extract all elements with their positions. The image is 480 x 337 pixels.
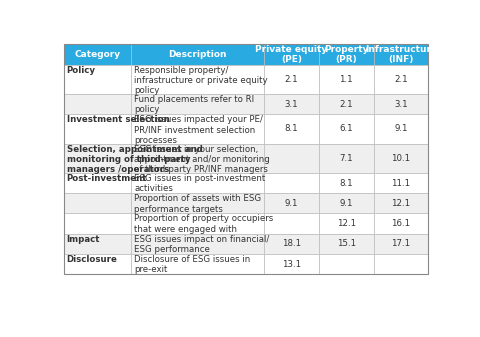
Bar bbox=[264, 173, 319, 193]
Bar bbox=[264, 65, 319, 94]
Bar bbox=[64, 234, 131, 254]
Bar bbox=[131, 254, 264, 274]
Text: 9.1: 9.1 bbox=[339, 199, 353, 208]
Text: 11.1: 11.1 bbox=[391, 179, 410, 187]
Text: Description: Description bbox=[168, 50, 227, 59]
Bar bbox=[131, 234, 264, 254]
Text: Disclosure: Disclosure bbox=[67, 255, 118, 264]
Bar bbox=[64, 213, 131, 234]
Bar bbox=[64, 44, 131, 65]
Text: 15.1: 15.1 bbox=[336, 239, 356, 248]
Bar bbox=[131, 65, 264, 94]
Bar bbox=[373, 94, 428, 114]
Text: 17.1: 17.1 bbox=[391, 239, 410, 248]
Text: 6.1: 6.1 bbox=[339, 124, 353, 133]
Bar bbox=[64, 193, 131, 213]
Text: Infrastructure
(INF): Infrastructure (INF) bbox=[365, 45, 437, 64]
Bar bbox=[64, 173, 131, 193]
Text: ESG issues in your selection,
appointment and/or monitoring
of third-party PR/IN: ESG issues in your selection, appointmen… bbox=[134, 145, 270, 174]
Text: 9.1: 9.1 bbox=[394, 124, 408, 133]
Text: 12.1: 12.1 bbox=[391, 199, 410, 208]
Text: 3.1: 3.1 bbox=[285, 99, 299, 109]
Bar bbox=[319, 65, 373, 94]
Text: ESG issues impact on financial/
ESG performance: ESG issues impact on financial/ ESG perf… bbox=[134, 235, 269, 254]
Bar bbox=[319, 94, 373, 114]
Bar bbox=[373, 144, 428, 173]
Bar bbox=[319, 44, 373, 65]
Text: Disclosure of ESG issues in
pre-exit: Disclosure of ESG issues in pre-exit bbox=[134, 255, 251, 274]
Text: 2.1: 2.1 bbox=[285, 75, 299, 84]
Text: 2.1: 2.1 bbox=[394, 75, 408, 84]
Text: 13.1: 13.1 bbox=[282, 259, 301, 269]
Text: Impact: Impact bbox=[67, 235, 100, 244]
Bar bbox=[264, 213, 319, 234]
Text: 3.1: 3.1 bbox=[394, 99, 408, 109]
Bar bbox=[373, 173, 428, 193]
Text: 8.1: 8.1 bbox=[285, 124, 299, 133]
Text: 9.1: 9.1 bbox=[285, 199, 298, 208]
Bar bbox=[373, 234, 428, 254]
Bar bbox=[264, 144, 319, 173]
Bar bbox=[131, 213, 264, 234]
Text: Category: Category bbox=[74, 50, 120, 59]
Text: 10.1: 10.1 bbox=[391, 154, 410, 163]
Text: 18.1: 18.1 bbox=[282, 239, 301, 248]
Text: Fund placements refer to RI
policy: Fund placements refer to RI policy bbox=[134, 95, 254, 114]
Text: Investment selection: Investment selection bbox=[67, 115, 169, 124]
Text: 2.1: 2.1 bbox=[339, 99, 353, 109]
Bar bbox=[131, 94, 264, 114]
Text: Property
(PR): Property (PR) bbox=[324, 45, 369, 64]
Bar bbox=[264, 193, 319, 213]
Bar bbox=[319, 254, 373, 274]
Bar bbox=[131, 173, 264, 193]
Bar bbox=[319, 144, 373, 173]
Bar bbox=[264, 94, 319, 114]
Text: 7.1: 7.1 bbox=[339, 154, 353, 163]
Text: Policy: Policy bbox=[67, 66, 96, 74]
Bar bbox=[264, 234, 319, 254]
Text: ESG issues impacted your PE/
PR/INF investment selection
processes: ESG issues impacted your PE/ PR/INF inve… bbox=[134, 115, 263, 145]
Bar bbox=[319, 173, 373, 193]
Bar bbox=[373, 114, 428, 144]
Bar bbox=[373, 193, 428, 213]
Text: 1.1: 1.1 bbox=[339, 75, 353, 84]
Bar bbox=[264, 44, 319, 65]
Bar bbox=[64, 65, 131, 94]
Bar bbox=[319, 193, 373, 213]
Bar bbox=[373, 65, 428, 94]
Bar bbox=[264, 114, 319, 144]
Bar bbox=[373, 213, 428, 234]
Bar bbox=[319, 213, 373, 234]
Text: Private equity
(PE): Private equity (PE) bbox=[255, 45, 328, 64]
Bar bbox=[131, 144, 264, 173]
Text: Proportion of property occupiers
that were engaged with: Proportion of property occupiers that we… bbox=[134, 214, 274, 234]
Bar bbox=[64, 94, 131, 114]
Bar bbox=[64, 254, 131, 274]
Bar bbox=[373, 44, 428, 65]
Bar bbox=[131, 44, 264, 65]
Bar bbox=[131, 114, 264, 144]
Bar bbox=[319, 234, 373, 254]
Text: 12.1: 12.1 bbox=[336, 219, 356, 228]
Text: Selection, appointment and
monitoring of third-party
managers /operators: Selection, appointment and monitoring of… bbox=[67, 145, 203, 174]
Bar bbox=[64, 144, 131, 173]
Bar bbox=[64, 44, 428, 274]
Text: Post-investment: Post-investment bbox=[67, 174, 147, 183]
Text: ESG issues in post-investment
activities: ESG issues in post-investment activities bbox=[134, 174, 265, 193]
Text: 8.1: 8.1 bbox=[339, 179, 353, 187]
Bar bbox=[319, 114, 373, 144]
Text: Proportion of assets with ESG
performance targets: Proportion of assets with ESG performanc… bbox=[134, 194, 261, 214]
Bar bbox=[131, 193, 264, 213]
Bar bbox=[264, 254, 319, 274]
Text: Responsible property/
infrastructure or private equity
policy: Responsible property/ infrastructure or … bbox=[134, 66, 268, 95]
Bar bbox=[64, 114, 131, 144]
Text: 16.1: 16.1 bbox=[391, 219, 410, 228]
Bar bbox=[373, 254, 428, 274]
